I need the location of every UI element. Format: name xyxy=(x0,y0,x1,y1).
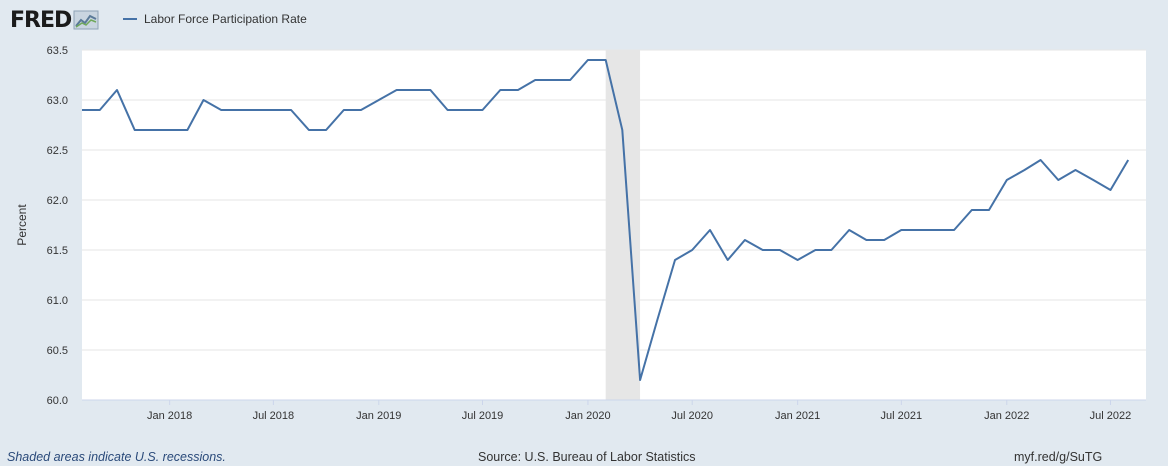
y-axis-label: Percent xyxy=(15,204,29,246)
y-tick-label: 63.0 xyxy=(47,95,68,107)
x-tick-label: Jan 2018 xyxy=(147,410,192,422)
legend-label: Labor Force Participation Rate xyxy=(144,12,307,26)
y-tick-label: 61.5 xyxy=(47,245,68,257)
y-tick-label: 62.5 xyxy=(47,145,68,157)
x-tick-label: Jul 2022 xyxy=(1090,410,1132,422)
x-tick-label: Jul 2019 xyxy=(462,410,504,422)
recession-note: Shaded areas indicate U.S. recessions. xyxy=(7,450,226,464)
y-tick-label: 62.0 xyxy=(47,195,68,207)
x-tick-label: Jul 2018 xyxy=(253,410,295,422)
header: FRED xyxy=(10,6,100,34)
x-tick-label: Jul 2020 xyxy=(671,410,713,422)
y-tick-label: 61.0 xyxy=(47,295,68,307)
fred-chart-icon xyxy=(73,10,100,30)
y-tick-label: 60.0 xyxy=(47,395,68,407)
x-tick-label: Jan 2022 xyxy=(984,410,1029,422)
y-tick-label: 60.5 xyxy=(47,345,68,357)
recession-band xyxy=(605,50,641,400)
legend-swatch xyxy=(123,18,137,20)
fred-logo[interactable]: FRED xyxy=(10,7,72,33)
chart-legend[interactable]: Labor Force Participation Rate xyxy=(123,12,307,26)
x-tick-label: Jan 2019 xyxy=(356,410,401,422)
x-tick-label: Jan 2021 xyxy=(775,410,820,422)
short-link[interactable]: myf.red/g/SuTG xyxy=(1014,450,1103,464)
series-line xyxy=(82,59,1130,381)
x-tick-label: Jul 2021 xyxy=(881,410,923,422)
y-tick-label: 63.5 xyxy=(47,45,68,57)
source-text: Source: U.S. Bureau of Labor Statistics xyxy=(478,450,696,464)
x-tick-label: Jan 2020 xyxy=(565,410,610,422)
